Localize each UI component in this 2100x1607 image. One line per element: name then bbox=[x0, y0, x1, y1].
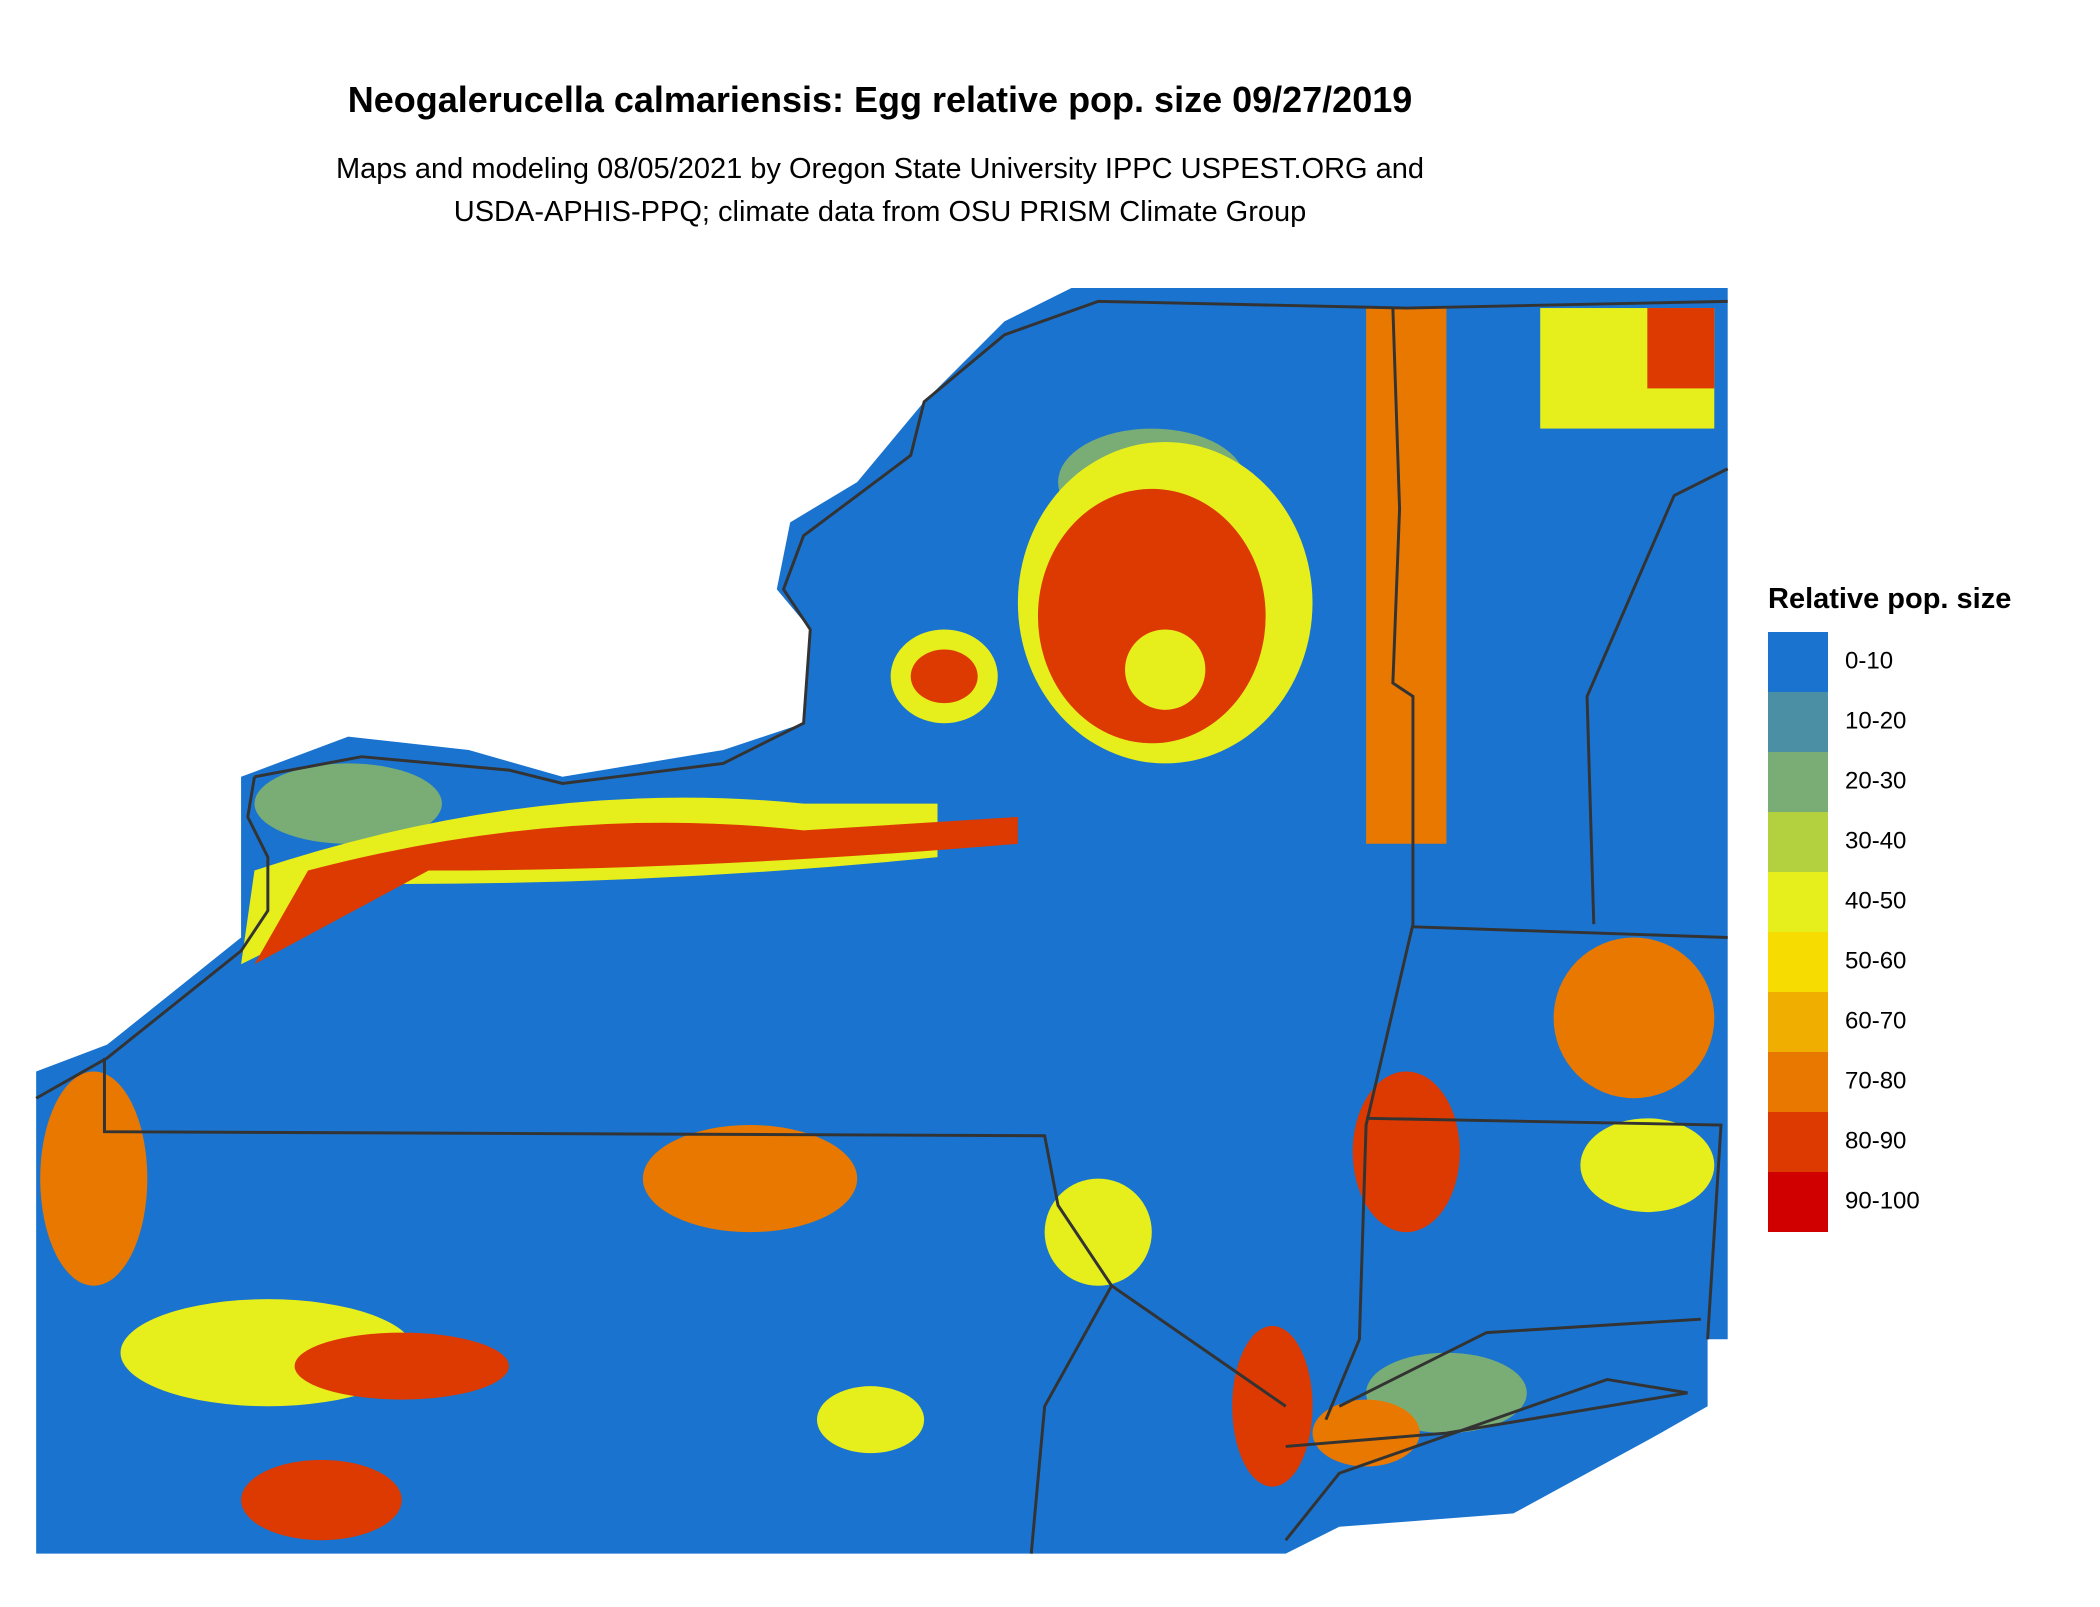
legend-title: Relative pop. size bbox=[1768, 583, 2011, 615]
region bbox=[1312, 1399, 1420, 1467]
legend-swatch bbox=[1768, 932, 1828, 992]
region bbox=[642, 1125, 858, 1233]
region bbox=[241, 1459, 402, 1541]
state-border bbox=[1338, 1317, 1702, 1408]
legend-swatch bbox=[1768, 1052, 1828, 1112]
legend-label: 40-50 bbox=[1845, 887, 1906, 914]
region bbox=[254, 763, 442, 844]
state-border bbox=[1412, 925, 1728, 939]
legend-swatch bbox=[1768, 752, 1828, 812]
map bbox=[35, 287, 1729, 1554]
region bbox=[1580, 1118, 1715, 1213]
legend-swatch bbox=[1768, 812, 1828, 872]
region bbox=[1553, 937, 1715, 1099]
legend-label: 0-10 bbox=[1845, 647, 1893, 674]
legend-swatch bbox=[1768, 872, 1828, 932]
state-border bbox=[1366, 1116, 1723, 1340]
region bbox=[910, 649, 978, 704]
legend-label: 20-30 bbox=[1845, 767, 1906, 794]
region bbox=[1352, 1071, 1460, 1233]
region bbox=[1647, 308, 1715, 389]
legend-swatch bbox=[1768, 632, 1828, 692]
coastline bbox=[1284, 1377, 1688, 1542]
legend-label: 50-60 bbox=[1845, 947, 1906, 974]
region bbox=[254, 816, 1018, 965]
legend-swatch bbox=[1768, 1112, 1828, 1172]
state-border bbox=[102, 1058, 1287, 1408]
region bbox=[1232, 1325, 1313, 1487]
region bbox=[1037, 488, 1266, 744]
state-border bbox=[254, 299, 1728, 785]
region bbox=[1366, 308, 1447, 844]
legend-label: 70-80 bbox=[1845, 1067, 1906, 1094]
legend-label: 30-40 bbox=[1845, 827, 1906, 854]
state-border bbox=[1585, 467, 1729, 925]
state-border bbox=[35, 776, 270, 1100]
region bbox=[294, 1332, 509, 1400]
legend-label: 80-90 bbox=[1845, 1127, 1906, 1154]
legend-swatch bbox=[1768, 692, 1828, 752]
state-border bbox=[1324, 307, 1415, 1421]
legend: 0-10 10-20 20-30 30-40 40-50 50-60 60-70 70-80 8… bbox=[1768, 632, 1920, 1232]
region bbox=[816, 1386, 925, 1454]
region bbox=[40, 1071, 148, 1286]
state-border bbox=[1029, 1285, 1113, 1554]
legend-label: 60-70 bbox=[1845, 1007, 1906, 1034]
subtitle: USDA-APHIS-PPQ; climate data from OSU PR… bbox=[454, 196, 1307, 228]
legend-swatch bbox=[1768, 992, 1828, 1052]
map-title: Neogalerucella calmariensis: Egg relativ… bbox=[348, 79, 1413, 120]
legend-label: 10-20 bbox=[1845, 707, 1906, 734]
subtitle: Maps and modeling 08/05/2021 by Oregon S… bbox=[336, 153, 1424, 185]
region bbox=[1044, 1178, 1152, 1286]
legend-label: 90-100 bbox=[1845, 1187, 1920, 1214]
region bbox=[1125, 629, 1206, 710]
legend-swatch bbox=[1768, 1172, 1828, 1232]
